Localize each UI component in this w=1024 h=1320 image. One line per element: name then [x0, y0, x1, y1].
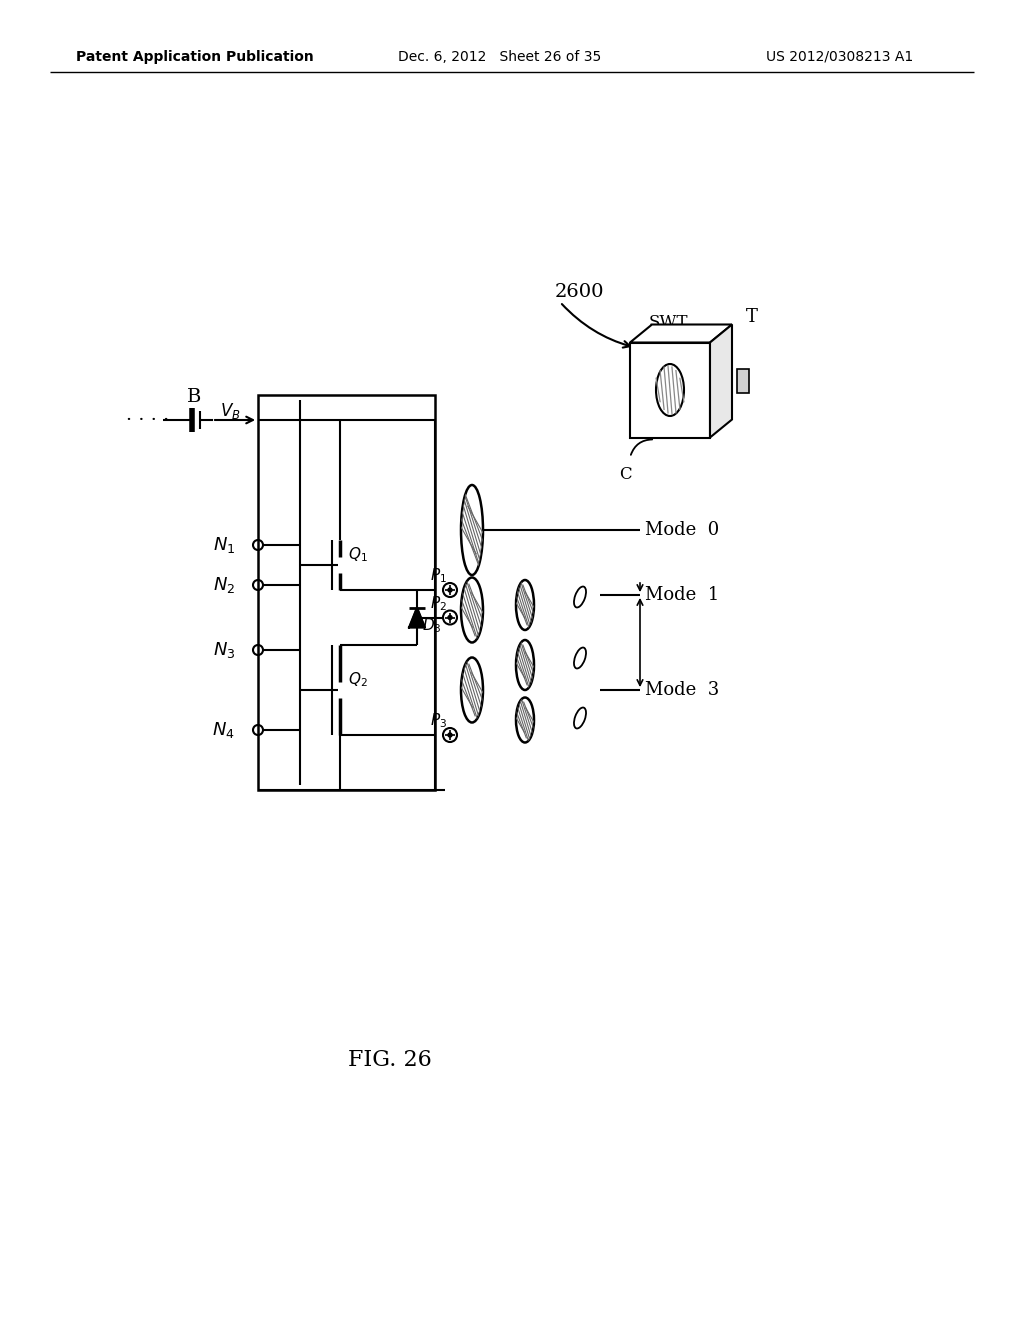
Text: Mode  3: Mode 3	[645, 681, 719, 700]
Text: $P_3$: $P_3$	[430, 711, 447, 730]
Text: $P_1$: $P_1$	[430, 566, 447, 585]
Text: $N_1$: $N_1$	[213, 535, 234, 554]
Ellipse shape	[516, 579, 534, 630]
Text: C: C	[618, 466, 632, 483]
Circle shape	[449, 615, 452, 619]
Ellipse shape	[574, 586, 586, 607]
Circle shape	[449, 587, 452, 591]
Text: $Q_2$: $Q_2$	[348, 671, 368, 689]
Text: · · · ·: · · · ·	[126, 411, 170, 429]
Text: FIG. 26: FIG. 26	[348, 1049, 432, 1071]
Text: Mode  1: Mode 1	[645, 586, 719, 605]
Ellipse shape	[516, 640, 534, 690]
Ellipse shape	[461, 484, 483, 576]
Circle shape	[449, 733, 452, 737]
Polygon shape	[630, 325, 732, 342]
Text: US 2012/0308213 A1: US 2012/0308213 A1	[766, 50, 913, 63]
Ellipse shape	[461, 578, 483, 643]
Text: $N_3$: $N_3$	[213, 640, 234, 660]
Text: Dec. 6, 2012   Sheet 26 of 35: Dec. 6, 2012 Sheet 26 of 35	[398, 50, 602, 63]
Ellipse shape	[656, 364, 684, 416]
Text: 2600: 2600	[555, 282, 604, 301]
Bar	[630, 342, 710, 437]
Ellipse shape	[516, 697, 534, 742]
Ellipse shape	[461, 657, 483, 722]
Text: Patent Application Publication: Patent Application Publication	[76, 50, 314, 63]
Ellipse shape	[574, 648, 586, 668]
Text: $P_2$: $P_2$	[430, 594, 447, 612]
Text: $N_4$: $N_4$	[212, 719, 234, 741]
Polygon shape	[409, 607, 425, 627]
Ellipse shape	[574, 708, 586, 729]
Text: T: T	[746, 308, 758, 326]
Text: $V_B$: $V_B$	[220, 401, 241, 421]
Text: $D_3$: $D_3$	[422, 616, 441, 635]
Text: B: B	[186, 388, 201, 407]
Text: Mode  0: Mode 0	[645, 521, 719, 539]
Bar	[737, 370, 749, 393]
Text: SWT: SWT	[648, 314, 688, 331]
Text: $N_2$: $N_2$	[213, 576, 234, 595]
Bar	[258, 395, 435, 789]
Text: $Q_1$: $Q_1$	[348, 545, 368, 565]
Polygon shape	[710, 325, 732, 437]
